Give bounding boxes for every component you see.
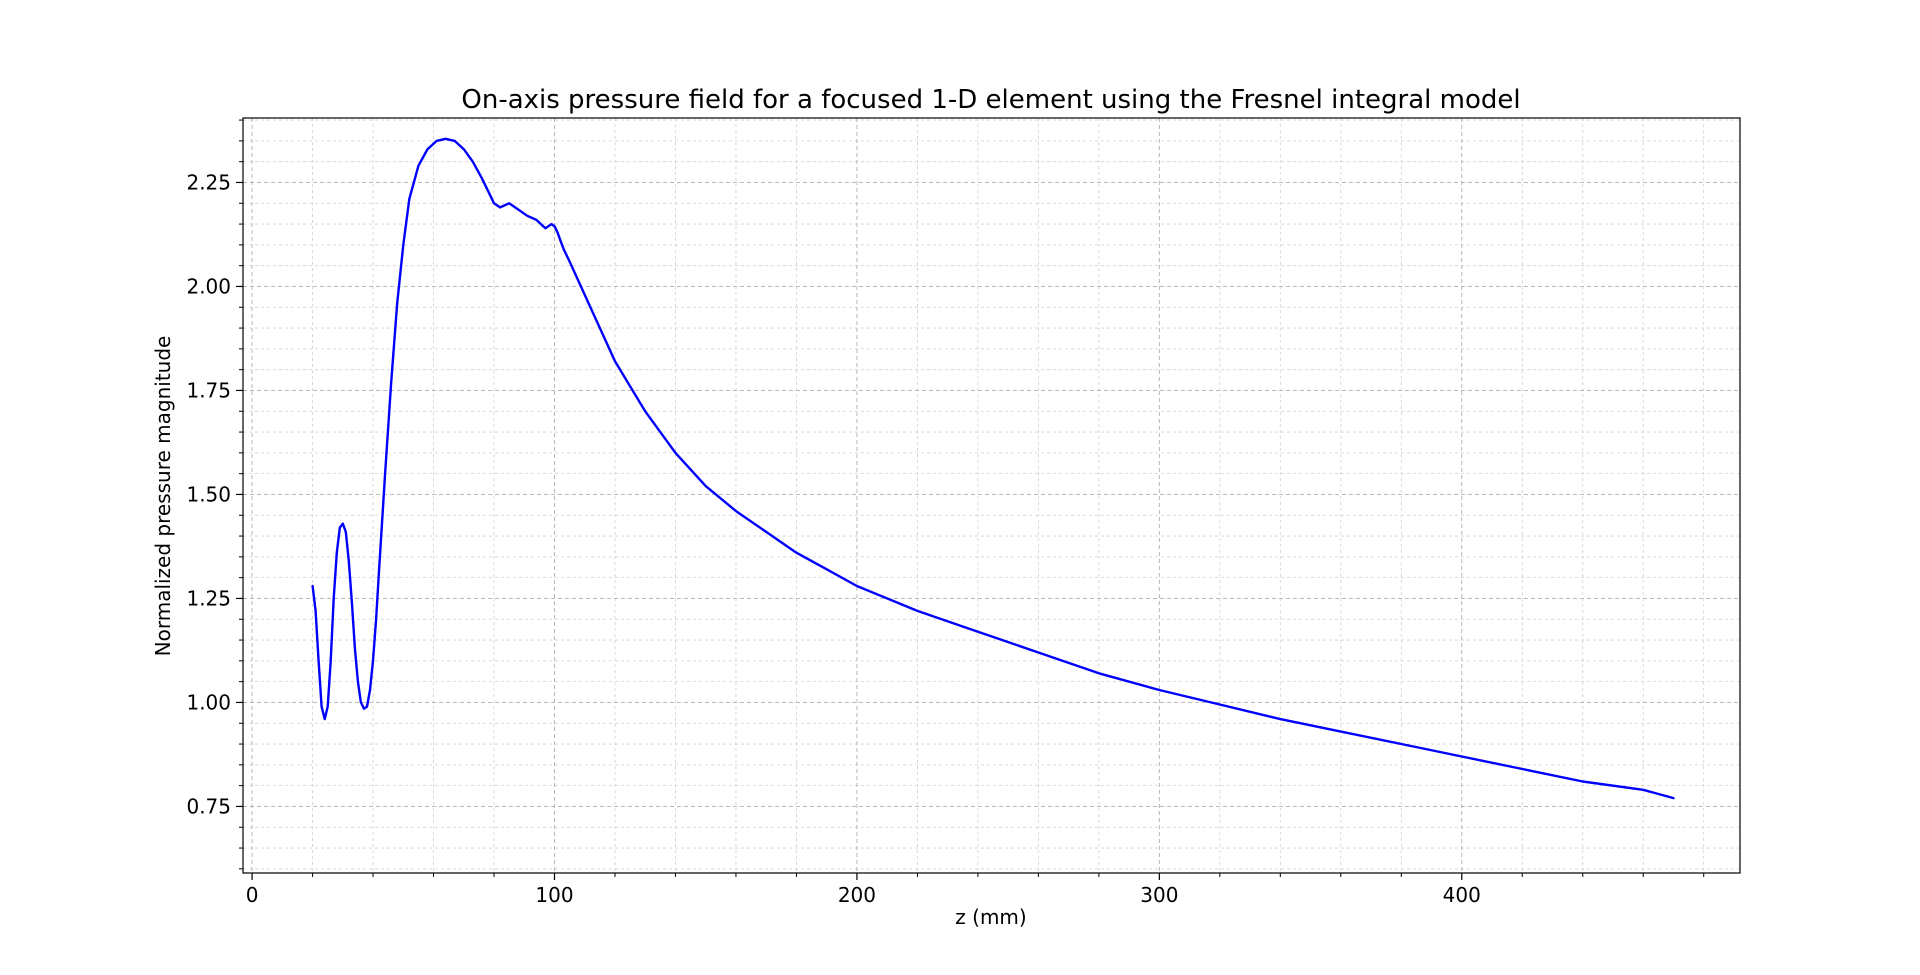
x-tick-label: 200 xyxy=(838,883,876,907)
x-axis-ticks: 0 100 200 300 400 xyxy=(246,873,1705,907)
x-tick-label: 0 xyxy=(246,883,259,907)
x-tick-label: 400 xyxy=(1443,883,1481,907)
x-tick-label: 100 xyxy=(535,883,573,907)
y-tick-label: 1.50 xyxy=(186,482,231,506)
x-tick-label: 300 xyxy=(1140,883,1178,907)
y-tick-label: 2.00 xyxy=(186,274,231,298)
y-tick-label: 1.00 xyxy=(186,690,231,714)
pressure-series-line xyxy=(311,137,1675,800)
major-grid xyxy=(243,118,1740,873)
y-axis-label: Normalized pressure magnitude xyxy=(151,336,175,657)
series-layer xyxy=(311,137,1675,800)
chart-title: On-axis pressure field for a focused 1-D… xyxy=(461,85,1520,115)
x-axis-label: z (mm) xyxy=(955,905,1026,929)
y-tick-label: 2.25 xyxy=(186,170,231,194)
y-tick-label: 0.75 xyxy=(186,794,231,818)
y-tick-label: 1.25 xyxy=(186,586,231,610)
plot-area-frame xyxy=(242,117,1741,874)
y-tick-label: 1.75 xyxy=(186,378,231,402)
y-axis-ticks: 0.75 1.00 1.25 1.50 1.75 2.00 2.25 xyxy=(186,119,243,870)
